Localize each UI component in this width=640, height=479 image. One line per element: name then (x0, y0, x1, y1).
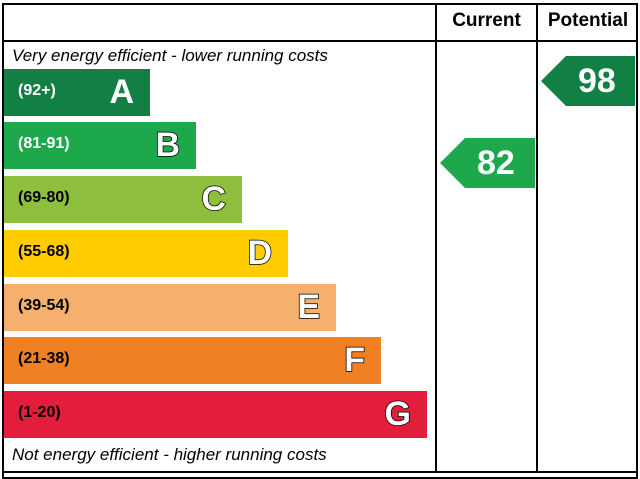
band-c: (69-80) C (4, 176, 242, 223)
band-range-label: (81-91) (18, 135, 70, 152)
band-f: (21-38) F (4, 337, 381, 384)
potential-column-header: Potential (547, 10, 629, 31)
band-letter: E (297, 287, 321, 327)
band-range-label: (39-54) (18, 297, 70, 314)
band-letter: A (109, 73, 134, 111)
band-range-label: (55-68) (18, 243, 70, 260)
band-letter: F (343, 340, 365, 380)
band-b: (81-91) B (4, 122, 196, 169)
band-letter: D (247, 233, 273, 273)
top-caption: Very energy efficient - lower running co… (12, 46, 328, 65)
band-range-label: (92+) (18, 82, 56, 99)
band-a: (92+) A (4, 69, 150, 116)
current-arrow-shape (440, 138, 535, 188)
band-e: (39-54) E (4, 284, 336, 331)
band-g: (1-20) G (4, 391, 427, 438)
footer-divider (2, 471, 638, 473)
potential-arrow-shape (541, 56, 635, 106)
band-range-label: (1-20) (18, 404, 61, 421)
rating-chart-frame (2, 3, 638, 479)
current-column-header: Current (452, 10, 521, 31)
band-range-label: (69-80) (18, 189, 70, 206)
band-range-label: (21-38) (18, 350, 70, 367)
header-divider (2, 40, 638, 42)
band-letter: G (384, 394, 412, 434)
bottom-caption: Not energy efficient - higher running co… (12, 445, 327, 464)
band-letter: B (155, 125, 181, 165)
potential-column-divider (536, 3, 538, 473)
potential-rating-value: 98 (578, 62, 616, 100)
current-column-divider (435, 3, 437, 473)
band-d: (55-68) D (4, 230, 288, 277)
current-rating-value: 82 (477, 144, 515, 182)
band-letter: C (201, 179, 227, 219)
